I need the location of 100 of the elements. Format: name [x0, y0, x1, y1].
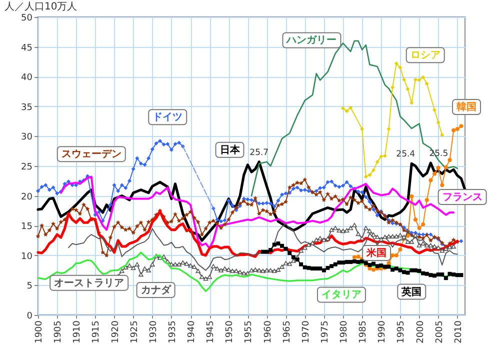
- point: [356, 254, 360, 259]
- point: [330, 264, 334, 268]
- point: [394, 266, 398, 271]
- point: [268, 248, 273, 252]
- y-tick-label: 45: [21, 43, 32, 54]
- point: [398, 247, 402, 252]
- point: [410, 268, 414, 272]
- point: [260, 250, 265, 254]
- point: [421, 75, 426, 80]
- point: [368, 266, 372, 271]
- series-label: 米国: [366, 247, 387, 260]
- point: [413, 268, 418, 272]
- point: [291, 255, 296, 260]
- point: [322, 268, 326, 272]
- y-tick-label: 15: [21, 222, 32, 232]
- point: [413, 78, 418, 82]
- point: [452, 272, 456, 276]
- point: [406, 234, 410, 238]
- point: [459, 273, 464, 278]
- point: [417, 268, 422, 273]
- point: [348, 106, 353, 110]
- point: [452, 128, 456, 132]
- point: [272, 242, 276, 247]
- point: [368, 172, 372, 177]
- point: [428, 178, 433, 182]
- point: [417, 78, 422, 82]
- point: [375, 160, 380, 164]
- point: [337, 260, 342, 265]
- point: [299, 262, 304, 266]
- x-tick-label: 1915: [92, 320, 102, 344]
- point: [436, 166, 440, 170]
- point: [432, 274, 436, 278]
- series-label: イタリア: [321, 290, 362, 301]
- point: [318, 266, 322, 271]
- point: [284, 246, 288, 251]
- point: [413, 218, 418, 222]
- x-tick-label: 1960: [263, 320, 274, 344]
- x-tick-label: 1900: [34, 320, 44, 344]
- x-tick-label: 2000: [416, 320, 426, 344]
- point: [390, 268, 395, 272]
- point: [428, 273, 433, 278]
- y-tick-label: 40: [21, 73, 33, 84]
- series-label: ドイツ: [152, 112, 183, 124]
- y-tick-label: 50: [21, 14, 33, 24]
- point: [372, 262, 376, 266]
- point: [417, 226, 422, 230]
- point: [344, 109, 349, 114]
- series-label: カナダ: [140, 284, 172, 296]
- x-tick-label: 2010: [454, 320, 464, 344]
- point: [368, 262, 372, 267]
- x-tick-label: 1955: [244, 320, 254, 344]
- point: [276, 241, 280, 246]
- point: [424, 272, 429, 276]
- point: [459, 124, 464, 128]
- point: [444, 165, 448, 170]
- point: [432, 172, 436, 176]
- point: [394, 253, 398, 258]
- point: [364, 174, 368, 179]
- x-tick-label: 1925: [130, 320, 140, 344]
- x-tick-label: 1975: [320, 320, 330, 344]
- point: [448, 158, 452, 162]
- point: [372, 268, 376, 272]
- y-tick-label: 35: [21, 102, 32, 113]
- point: [406, 87, 410, 92]
- point: [424, 198, 429, 202]
- series-label: 日本: [220, 144, 241, 156]
- point: [341, 106, 345, 110]
- y-axis-title: 人／人口10万人: [4, 2, 78, 12]
- point: [379, 264, 384, 268]
- point: [341, 260, 345, 265]
- point: [424, 82, 429, 86]
- series-label: 韓国: [456, 100, 477, 113]
- x-tick-label: 1990: [378, 320, 388, 344]
- point: [326, 266, 330, 270]
- point: [410, 194, 414, 198]
- y-tick-label: 5: [26, 282, 32, 292]
- point: [352, 255, 356, 260]
- point: [402, 270, 406, 274]
- point: [444, 276, 448, 280]
- point: [436, 120, 440, 124]
- point: [280, 244, 284, 248]
- text: オーストラリア: [54, 278, 124, 289]
- x-tick-label: 1970: [301, 320, 312, 344]
- point: [390, 253, 395, 258]
- x-tick-label: 1980: [340, 320, 350, 344]
- series-label: ロシア: [410, 50, 440, 62]
- x-tick-label: 1945: [206, 320, 216, 344]
- x-tick-label: 1965: [282, 320, 292, 344]
- line-series: [36, 210, 459, 258]
- point: [348, 260, 353, 264]
- point: [382, 154, 387, 158]
- point: [295, 258, 300, 262]
- x-tick-label: 1940: [187, 320, 197, 344]
- point: [440, 272, 444, 276]
- y-tick-label: 10: [21, 252, 33, 262]
- point: [398, 268, 402, 272]
- point: [264, 250, 269, 254]
- series-label: ハンガリー: [286, 35, 337, 46]
- point: [390, 85, 395, 90]
- y-tick-label: 30: [21, 132, 33, 143]
